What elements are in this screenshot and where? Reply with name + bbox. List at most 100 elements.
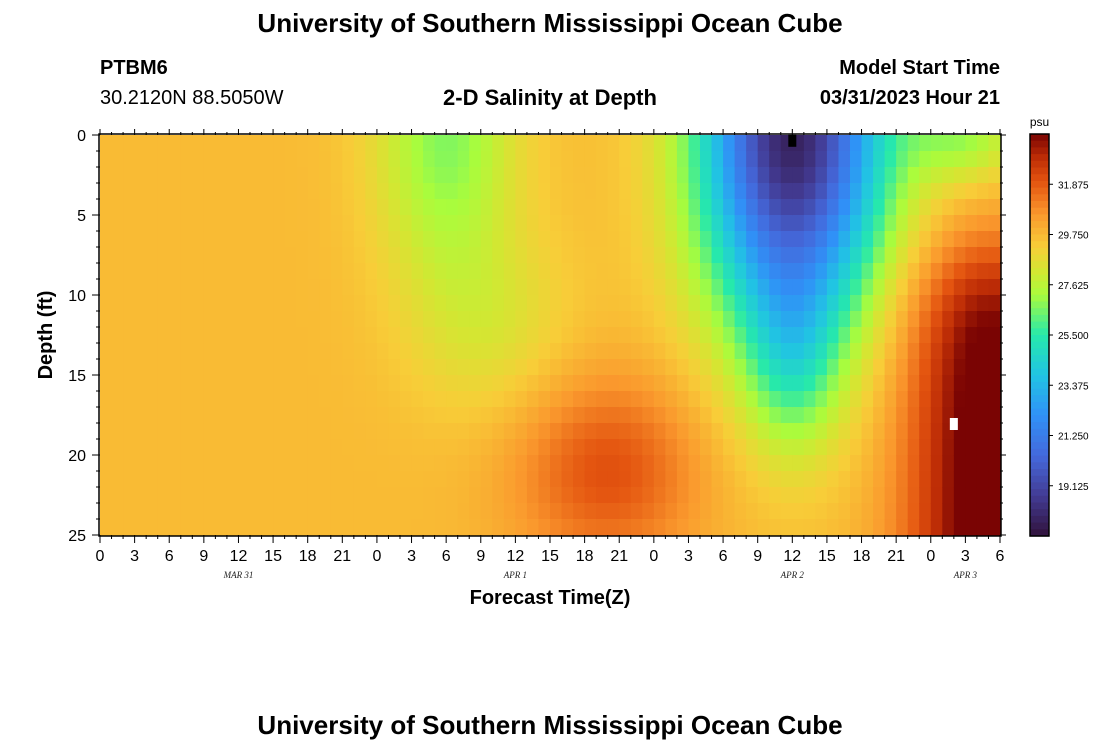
x-tick-label: 3 [684, 548, 693, 565]
heatmap-cell [965, 519, 978, 536]
heatmap-cell [596, 503, 609, 520]
heatmap-cell [526, 439, 540, 456]
colorbar-band [1030, 187, 1049, 195]
heatmap-cell [573, 151, 586, 168]
heatmap-cell [273, 167, 286, 184]
x-tick-label: 0 [926, 548, 935, 565]
heatmap-cell [250, 311, 263, 328]
heatmap-cell [284, 487, 297, 504]
heatmap-cell [411, 519, 424, 536]
heatmap-cell [976, 391, 990, 408]
heatmap-cell [423, 279, 436, 296]
heatmap-cell [273, 263, 286, 280]
heatmap-cell [630, 295, 643, 312]
heatmap-cell [319, 295, 332, 312]
heatmap-cell [134, 471, 147, 488]
heatmap-cell [261, 135, 274, 152]
heatmap-cell [630, 503, 643, 520]
heatmap-cell [953, 167, 966, 184]
heatmap-cell [665, 423, 678, 440]
heatmap-cell [238, 167, 251, 184]
heatmap-cell [561, 151, 574, 168]
heatmap-cell [734, 359, 747, 376]
heatmap-cell [688, 215, 701, 232]
heatmap-cell [261, 151, 274, 168]
heatmap-cell [330, 183, 343, 200]
heatmap-cell [884, 151, 897, 168]
heatmap-cell [792, 487, 805, 504]
heatmap-cell [261, 199, 274, 216]
heatmap-cell [688, 439, 701, 456]
heatmap-cell [492, 519, 505, 536]
heatmap-cell [538, 295, 551, 312]
heatmap-cell [676, 343, 690, 360]
heatmap-cell [123, 247, 136, 264]
heatmap-cell [238, 375, 251, 392]
heatmap-cell [423, 343, 436, 360]
heatmap-cell [169, 199, 182, 216]
heatmap-cell [815, 247, 828, 264]
heatmap-cell [988, 311, 1001, 328]
heatmap-cell [688, 311, 701, 328]
heatmap-cell [111, 375, 124, 392]
heatmap-cell [907, 279, 920, 296]
heatmap-cell [688, 199, 701, 216]
heatmap-cell [215, 135, 228, 152]
heatmap-cell [930, 151, 943, 168]
heatmap-cell [630, 247, 643, 264]
heatmap-cell [953, 263, 966, 280]
heatmap-cell [942, 471, 955, 488]
heatmap-cell [157, 183, 170, 200]
heatmap-cell [942, 375, 955, 392]
heatmap-cell [630, 375, 643, 392]
heatmap-cell [319, 471, 332, 488]
heatmap-cell [457, 471, 470, 488]
heatmap-cell [711, 327, 724, 344]
heatmap-cell [850, 455, 863, 472]
heatmap-cell [480, 231, 493, 248]
heatmap-cell [757, 423, 770, 440]
heatmap-cell [896, 167, 909, 184]
heatmap-cell [630, 471, 643, 488]
heatmap-cell [792, 231, 805, 248]
heatmap-cell [665, 247, 678, 264]
heatmap-cell [538, 247, 551, 264]
colorbar-band [1030, 388, 1049, 396]
heatmap-cell [838, 343, 851, 360]
heatmap-cell [353, 295, 366, 312]
heatmap-cell [261, 247, 274, 264]
heatmap-cell [250, 327, 263, 344]
heatmap-cell [734, 295, 747, 312]
heatmap-cell [896, 423, 909, 440]
heatmap-cell [250, 375, 263, 392]
heatmap-cell [665, 231, 678, 248]
heatmap-cell [238, 519, 251, 536]
heatmap-cell [400, 263, 413, 280]
heatmap-cell [123, 167, 136, 184]
colorbar-band [1030, 274, 1049, 282]
heatmap-cell [492, 423, 505, 440]
heatmap-cell [734, 423, 747, 440]
heatmap-cell [365, 279, 378, 296]
heatmap-cell [919, 311, 932, 328]
heatmap-cell [146, 263, 159, 280]
heatmap-cell [423, 311, 436, 328]
heatmap-cell [215, 199, 228, 216]
heatmap-cell [319, 231, 332, 248]
heatmap-cell [192, 375, 205, 392]
heatmap-cell [296, 231, 309, 248]
heatmap-cell [584, 295, 597, 312]
heatmap-cell [434, 391, 447, 408]
heatmap-cell [665, 151, 678, 168]
heatmap-cell [203, 151, 216, 168]
heatmap-cell [180, 439, 193, 456]
heatmap-cell [873, 215, 886, 232]
heatmap-cell [157, 391, 170, 408]
heatmap-cell [780, 439, 793, 456]
heatmap-cell [192, 439, 205, 456]
heatmap-cell [284, 231, 297, 248]
heatmap-cell [780, 519, 793, 536]
heatmap-cell [226, 375, 240, 392]
heatmap-cell [376, 359, 390, 376]
heatmap-cell [734, 327, 747, 344]
